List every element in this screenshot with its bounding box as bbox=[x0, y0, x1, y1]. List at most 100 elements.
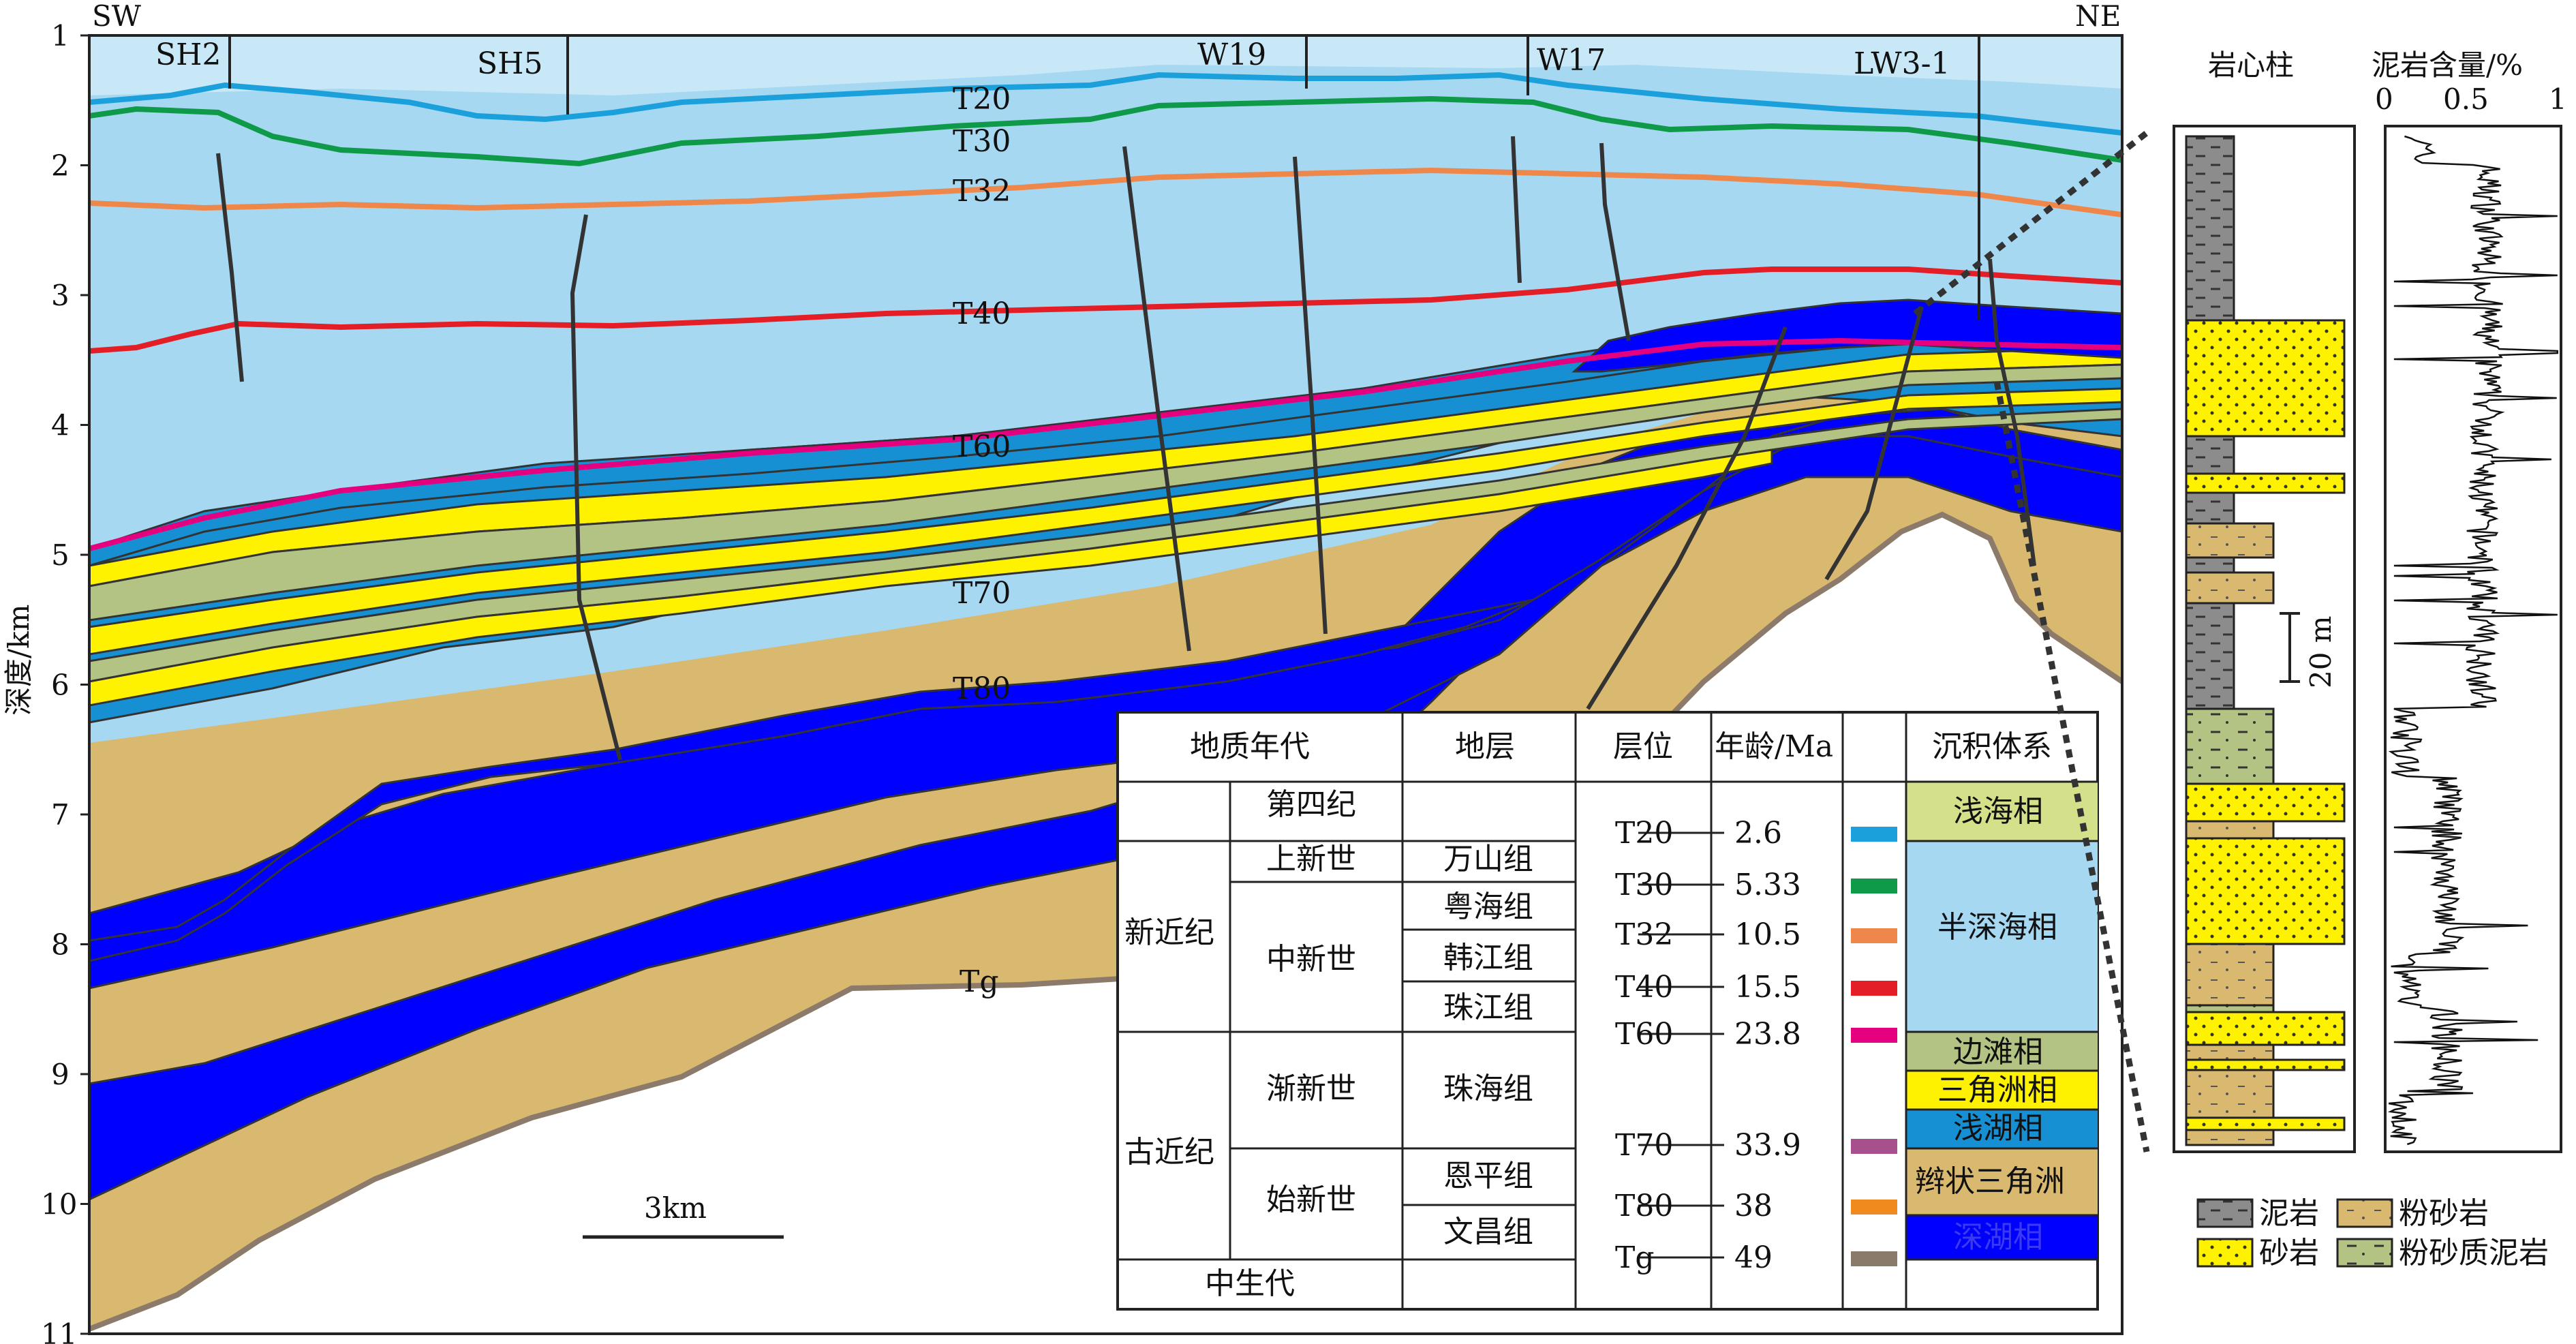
table-horizon: T80 bbox=[1615, 1189, 1673, 1223]
table-age: 23.8 bbox=[1734, 1017, 1801, 1052]
table-age-bg bbox=[1724, 815, 1826, 849]
legend-silty-mudstone-label: 粉砂质泥岩 bbox=[2399, 1236, 2549, 1270]
table-color-swatch bbox=[1851, 879, 1897, 894]
table-horizon: T40 bbox=[1615, 970, 1673, 1005]
seafloor-band bbox=[89, 35, 2122, 95]
label-t80: T80 bbox=[953, 671, 1011, 706]
table-color-swatch bbox=[1851, 1028, 1897, 1043]
label-t70: T70 bbox=[953, 576, 1011, 611]
table-header-formation: 地层 bbox=[1455, 729, 1515, 764]
formation-zhujiang: 珠江组 bbox=[1443, 990, 1533, 1025]
formation-wanshan: 万山组 bbox=[1443, 842, 1533, 876]
table-color-swatch bbox=[1851, 827, 1897, 842]
legend-siltstone-label: 粉砂岩 bbox=[2399, 1196, 2489, 1231]
facies-label-shallow-marine: 浅海相 bbox=[1953, 794, 2043, 829]
label-t60: T60 bbox=[953, 429, 1011, 464]
table-horizon: T60 bbox=[1615, 1017, 1673, 1052]
facies-label-semi-deep-marine: 半深海相 bbox=[1937, 910, 2057, 945]
table-color-swatch bbox=[1851, 1139, 1897, 1154]
formation-zhuhai: 珠海组 bbox=[1443, 1071, 1533, 1106]
facies-label-delta: 三角洲相 bbox=[1937, 1073, 2057, 1108]
mudstone-content-curve bbox=[2387, 135, 2559, 1146]
depth-axis-label: 深度/km bbox=[2, 605, 35, 716]
table-age-bg bbox=[1724, 1240, 1826, 1274]
formation-wenchang: 文昌组 bbox=[1443, 1215, 1533, 1249]
direction-sw: SW bbox=[92, 0, 142, 33]
legend-mudstone-swatch bbox=[2196, 1198, 2254, 1228]
table-horizon: T70 bbox=[1615, 1128, 1673, 1163]
facies-shallow-lake bbox=[1906, 1110, 2098, 1148]
table-age: 5.33 bbox=[1734, 868, 1801, 902]
facies-braided-delta bbox=[1906, 1148, 2098, 1215]
label-t20: T20 bbox=[953, 82, 1011, 117]
deep-lake-ne-top bbox=[1571, 299, 2122, 373]
well-sh2: SH2 bbox=[155, 37, 221, 72]
well-lines bbox=[228, 35, 1980, 320]
table-age: 10.5 bbox=[1734, 917, 1801, 952]
table-color-swatch bbox=[1851, 928, 1897, 943]
formation-hanjiang: 韩江组 bbox=[1443, 941, 1533, 975]
connector-bottom bbox=[1993, 381, 2150, 1152]
table-age-bg bbox=[1724, 867, 1826, 901]
depth-tick-label: 2 bbox=[51, 149, 70, 183]
scale-bar-label: 3km bbox=[644, 1191, 707, 1225]
depth-axis: 1 2 3 4 5 6 7 8 9 10 11 bbox=[41, 19, 89, 1344]
facies-semi-deep-marine bbox=[1906, 841, 2098, 1032]
legend-sandstone-label: 砂岩 bbox=[2259, 1236, 2319, 1270]
table-age: 49 bbox=[1734, 1240, 1773, 1275]
shelf-bank-1 bbox=[89, 363, 2122, 622]
facies-label-deep-lake: 深湖相 bbox=[1953, 1220, 2043, 1255]
log-tick-0: 0 bbox=[2375, 82, 2393, 116]
legend-silty-mudstone-swatch bbox=[2336, 1238, 2393, 1268]
table-age: 2.6 bbox=[1734, 816, 1782, 851]
depth-tick-label: 3 bbox=[51, 279, 70, 312]
faults bbox=[216, 136, 2036, 761]
table-color-swatch bbox=[1851, 1200, 1897, 1215]
table-age-bg bbox=[1724, 1127, 1826, 1161]
period-quaternary: 第四纪 bbox=[1266, 787, 1356, 822]
connector-top bbox=[1913, 130, 2149, 316]
table-age-bg bbox=[1724, 969, 1826, 1003]
depth-tick-label: 11 bbox=[41, 1317, 77, 1344]
well-sh5: SH5 bbox=[477, 46, 543, 81]
period-oligocene: 渐新世 bbox=[1266, 1071, 1356, 1106]
era-paleogene: 古近纪 bbox=[1124, 1135, 1214, 1170]
facies-shelf-bank bbox=[1906, 1032, 2098, 1071]
period-pliocene: 上新世 bbox=[1266, 842, 1356, 876]
table-color-swatch bbox=[1851, 1251, 1897, 1266]
table-header-age-ma: 年龄/Ma bbox=[1715, 729, 1833, 764]
formation-yuehai: 粤海组 bbox=[1443, 889, 1533, 924]
depth-tick-label: 4 bbox=[51, 409, 70, 442]
legend-mudstone-label: 泥岩 bbox=[2259, 1196, 2319, 1231]
label-t40: T40 bbox=[953, 296, 1011, 331]
facies-label-shallow-lake: 浅湖相 bbox=[1953, 1111, 2043, 1146]
horizon-t32-line bbox=[89, 167, 2122, 217]
era-mesozoic: 中生代 bbox=[1205, 1266, 1295, 1301]
well-lw3-1: LW3-1 bbox=[1854, 46, 1950, 81]
table-age-bg bbox=[1724, 917, 1826, 951]
legend-siltstone-swatch bbox=[2336, 1198, 2393, 1228]
table-header-horizon: 层位 bbox=[1613, 729, 1673, 764]
formation-enping: 恩平组 bbox=[1443, 1159, 1533, 1193]
table-rows: T20 2.6 T30 5.33 T32 10.5 T40 15.5 T60 23.8 T70 33.… bbox=[1615, 815, 1897, 1275]
table-horizon: Tg bbox=[1615, 1240, 1655, 1275]
table-age-bg bbox=[1724, 1016, 1826, 1050]
table-age: 15.5 bbox=[1734, 970, 1801, 1005]
direction-ne: NE bbox=[2075, 0, 2121, 33]
well-w19: W19 bbox=[1197, 37, 1266, 72]
table-age-bg bbox=[1724, 1188, 1826, 1222]
table-header-depositional-system: 沉积体系 bbox=[1932, 729, 2052, 764]
table-header-geologic-age: 地质年代 bbox=[1190, 729, 1310, 764]
period-eocene: 始新世 bbox=[1266, 1182, 1356, 1217]
depth-tick-label: 6 bbox=[51, 669, 70, 702]
t60-top-band bbox=[89, 312, 2122, 567]
log-frame bbox=[2384, 125, 2562, 1153]
depth-tick-label: 8 bbox=[51, 928, 70, 962]
facies-label-braided-delta: 辫状三角洲 bbox=[1915, 1164, 2065, 1199]
core-column-title: 岩心柱 bbox=[2208, 48, 2294, 82]
delta-sand-2 bbox=[89, 387, 2122, 656]
label-t32: T32 bbox=[953, 174, 1011, 209]
well-w17: W17 bbox=[1537, 43, 1606, 78]
table-age: 33.9 bbox=[1734, 1128, 1801, 1163]
